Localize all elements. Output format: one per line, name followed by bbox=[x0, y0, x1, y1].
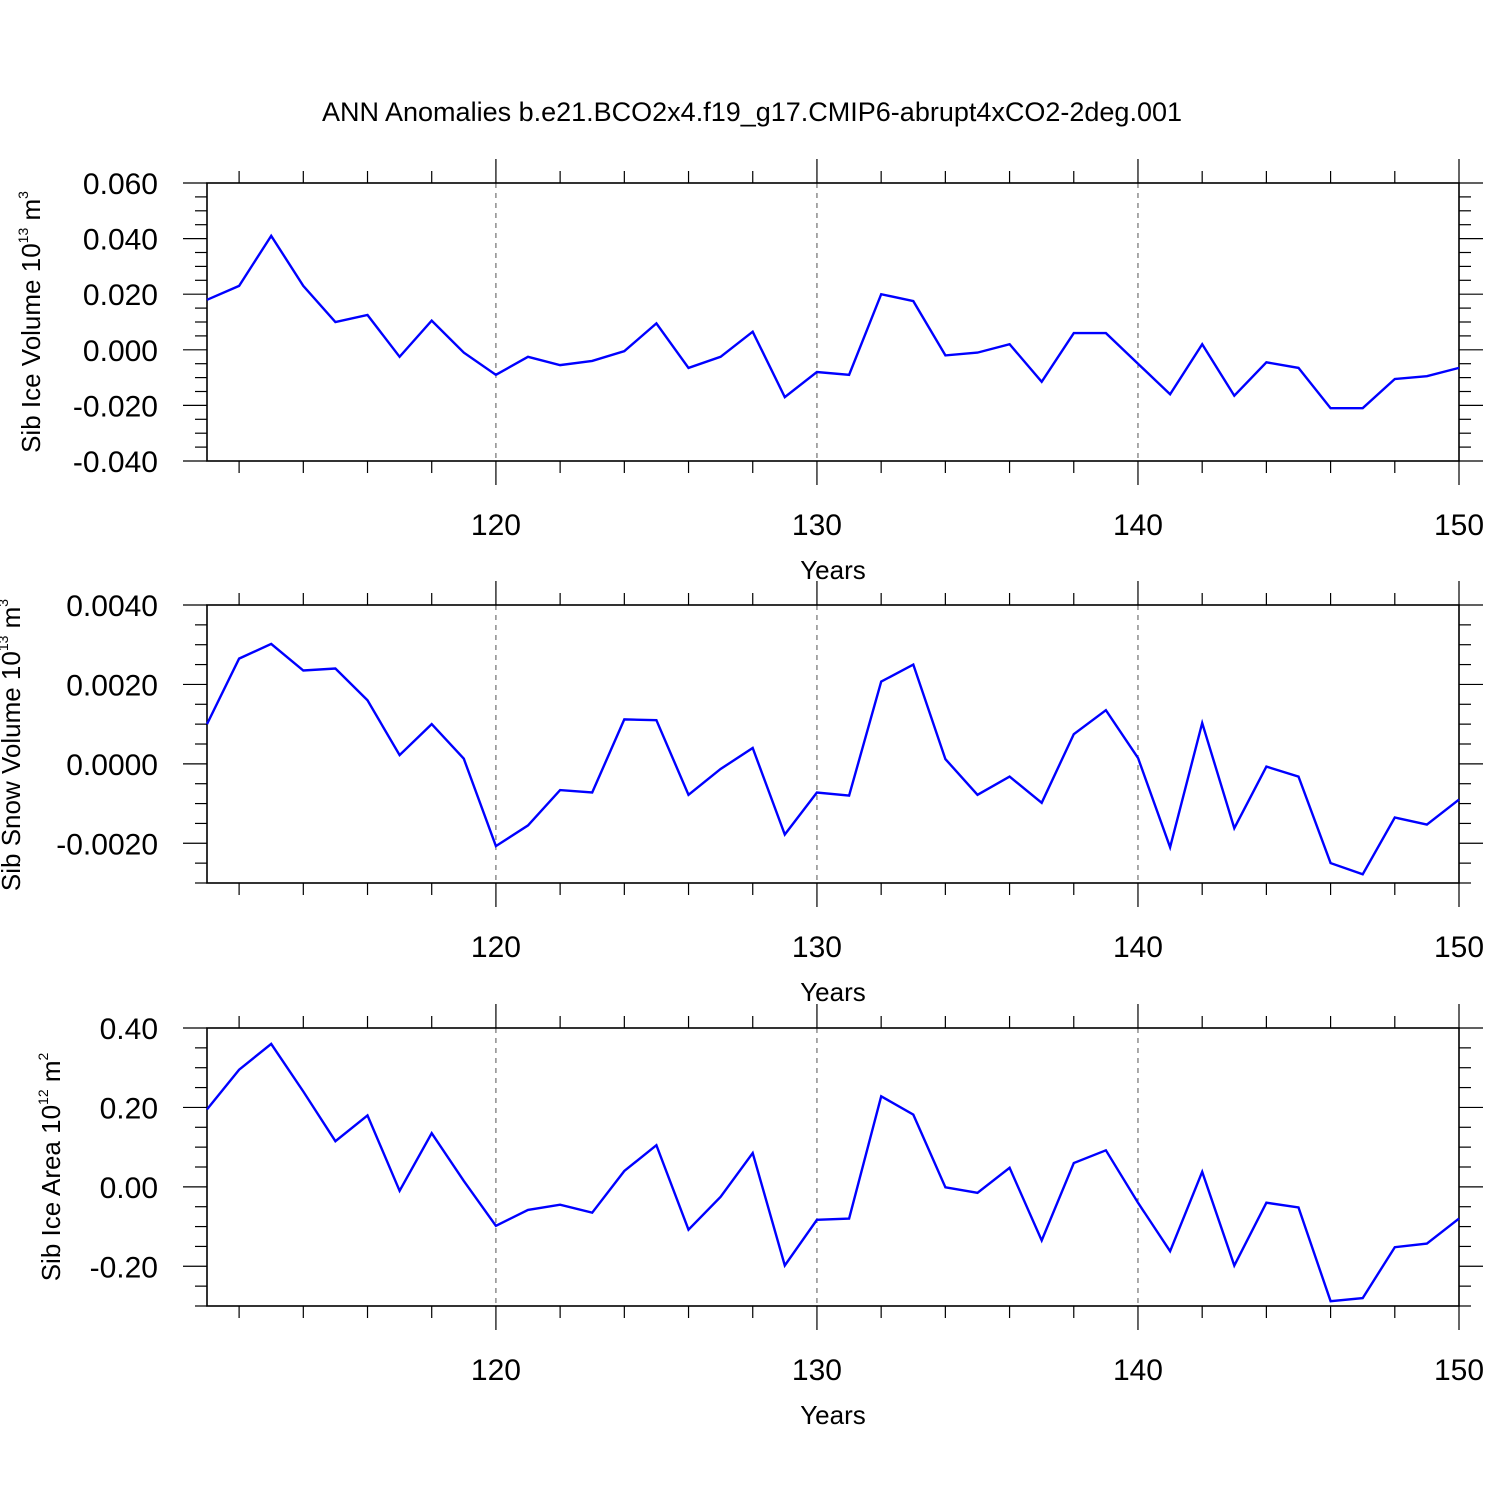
y-tick-label: 0.00 bbox=[100, 1172, 158, 1205]
panel-3: -0.20 0.00 0.20 0.40 120 130 140 150 Years Sib Ic… bbox=[35, 1004, 1484, 1430]
y-axis-label-unit-exponent: 2 bbox=[35, 1052, 51, 1060]
y-tick-label: -0.020 bbox=[73, 390, 158, 423]
series-line bbox=[205, 642, 1460, 876]
y-axis-label-unit: m bbox=[36, 1060, 66, 1089]
y-tick-label: 0.20 bbox=[100, 1092, 158, 1125]
y-tick-label: -0.0020 bbox=[56, 828, 158, 861]
figure-title: ANN Anomalies b.e21.BCO2x4.f19_g17.CMIP6… bbox=[322, 97, 1182, 127]
plot-frame bbox=[206, 182, 1460, 462]
y-tick-label: 0.0040 bbox=[66, 590, 158, 623]
x-tick-label: 130 bbox=[792, 1354, 842, 1387]
y-axis-label-text: Sib Snow Volume 10 bbox=[0, 651, 26, 891]
plot-frame bbox=[206, 604, 1460, 884]
panel-2: -0.0020 0.0000 0.0020 0.0040 120 130 140 150 Yea… bbox=[0, 581, 1484, 1007]
y-axis-label-exponent: 13 bbox=[15, 228, 31, 244]
x-tick-label: 140 bbox=[1113, 509, 1163, 542]
y-axis-label-unit-exponent: 3 bbox=[0, 599, 11, 607]
y-axis-label-exponent: 12 bbox=[35, 1089, 51, 1105]
y-axis-label-unit-exponent: 3 bbox=[15, 191, 31, 199]
x-tick-label: 140 bbox=[1113, 1354, 1163, 1387]
x-tick-label: 120 bbox=[471, 1354, 521, 1387]
y-axis-label-unit: m bbox=[0, 607, 26, 636]
x-tick-label: 140 bbox=[1113, 931, 1163, 964]
y-axis-label: Sib Ice Area 1012 m2 bbox=[35, 1052, 66, 1281]
y-axis-label-unit: m bbox=[16, 199, 46, 228]
x-tick-label: 150 bbox=[1434, 509, 1484, 542]
x-tick-label: 150 bbox=[1434, 1354, 1484, 1387]
x-tick-label: 120 bbox=[471, 931, 521, 964]
y-axis-label-exponent: 13 bbox=[0, 635, 11, 651]
x-tick-label: 130 bbox=[792, 931, 842, 964]
y-tick-label: 0.40 bbox=[100, 1013, 158, 1046]
x-tick-label: 120 bbox=[471, 509, 521, 542]
series-line bbox=[206, 233, 1460, 410]
x-axis-label: Years bbox=[800, 555, 866, 585]
y-tick-label: 0.040 bbox=[83, 224, 158, 257]
y-tick-label: -0.20 bbox=[90, 1251, 158, 1284]
x-axis-label: Years bbox=[800, 977, 866, 1007]
y-tick-label: 0.000 bbox=[83, 335, 158, 368]
y-tick-label: -0.040 bbox=[73, 446, 158, 479]
panels: -0.040 -0.020 0.000 0.020 0.040 0.060 120 130 14… bbox=[0, 159, 1484, 1430]
x-tick-label: 150 bbox=[1434, 931, 1484, 964]
y-axis-label: Sib Ice Volume 1013 m3 bbox=[15, 191, 46, 453]
x-tick-label: 130 bbox=[792, 509, 842, 542]
x-axis-label: Years bbox=[800, 1400, 866, 1430]
y-tick-label: 0.020 bbox=[83, 279, 158, 312]
plot-frame bbox=[206, 1027, 1460, 1307]
y-tick-label: 0.0020 bbox=[66, 669, 158, 702]
y-axis-label: Sib Snow Volume 1013 m3 bbox=[0, 599, 26, 891]
y-axis-label-text: Sib Ice Area 10 bbox=[36, 1105, 66, 1281]
y-tick-label: 0.0000 bbox=[66, 749, 158, 782]
series-line bbox=[206, 1042, 1460, 1303]
panel-1: -0.040 -0.020 0.000 0.020 0.040 0.060 120 130 14… bbox=[15, 159, 1484, 585]
y-axis-label-text: Sib Ice Volume 10 bbox=[16, 243, 46, 453]
y-tick-label: 0.060 bbox=[83, 168, 158, 201]
